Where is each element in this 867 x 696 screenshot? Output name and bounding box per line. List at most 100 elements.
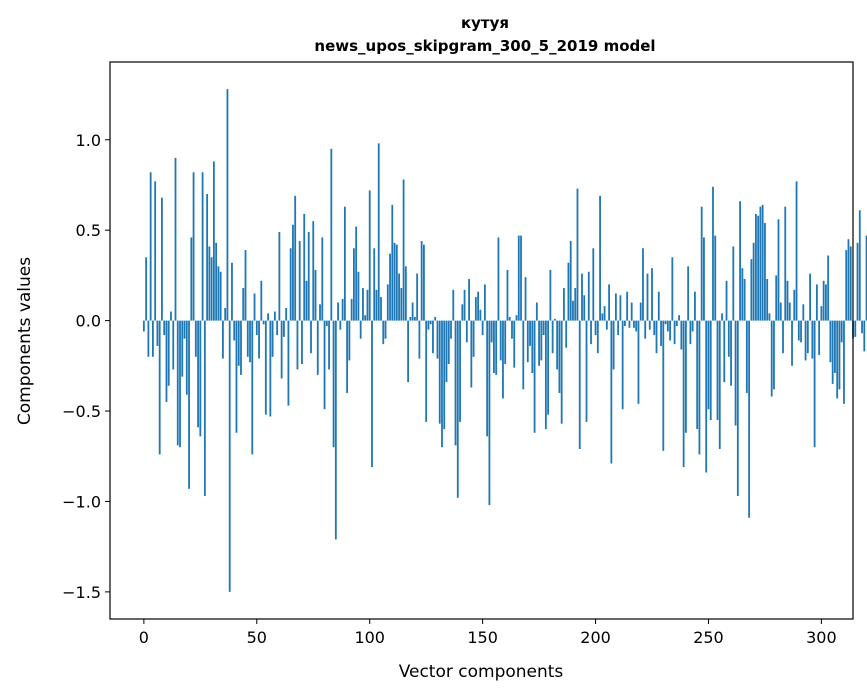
bar-138 [454, 320, 457, 446]
y-tick-label-5: 1.0 [76, 131, 101, 150]
bar-181 [551, 320, 554, 354]
bar-84 [332, 320, 335, 448]
bar-27 [203, 320, 206, 497]
x-tick-label-300: 300 [806, 628, 837, 647]
bar-243 [691, 320, 694, 332]
bar-236 [675, 320, 678, 327]
bar-279 [773, 320, 775, 390]
bar-101 [371, 320, 373, 468]
bar-28 [206, 194, 209, 321]
bar-157 [497, 237, 500, 321]
x-tick-label-50: 50 [247, 628, 267, 647]
bar-141 [461, 304, 464, 321]
bar-31 [212, 161, 215, 321]
bar-158 [499, 320, 502, 361]
bar-87 [339, 320, 342, 330]
bar-58 [273, 311, 276, 321]
bar-250 [707, 320, 710, 410]
bar-3 [149, 172, 152, 321]
bar-215 [628, 320, 631, 328]
bar-272 [757, 215, 760, 321]
bar-235 [673, 320, 676, 345]
bar-168 [522, 320, 525, 390]
bar-55 [267, 313, 269, 321]
bar-13 [172, 320, 175, 370]
bar-288 [793, 289, 796, 321]
bar-4 [152, 320, 154, 357]
bar-24 [197, 320, 199, 428]
bar-75 [312, 221, 315, 321]
bar-309 [840, 320, 843, 343]
bar-68 [296, 320, 299, 370]
bar-199 [592, 248, 595, 321]
bar-308 [838, 320, 841, 390]
bar-126 [427, 320, 430, 330]
bar-204 [603, 306, 606, 321]
bar-316 [856, 242, 859, 321]
bar-301 [822, 280, 825, 321]
bar-83 [330, 148, 333, 321]
bar-167 [520, 235, 522, 321]
bar-39 [231, 262, 233, 321]
bar-304 [829, 320, 832, 363]
bar-295 [809, 273, 811, 321]
bar-191 [574, 288, 577, 321]
bar-268 [748, 320, 751, 518]
bar-40 [233, 320, 236, 341]
bar-10 [165, 320, 168, 402]
bar-306 [834, 320, 836, 374]
bar-110 [391, 204, 394, 321]
bar-121 [416, 273, 419, 321]
bar-214 [626, 291, 629, 321]
plot-frame [109, 61, 854, 620]
bar-36 [224, 307, 227, 321]
bar-245 [696, 320, 699, 430]
bar-156 [495, 320, 498, 375]
bar-189 [569, 241, 572, 321]
bar-154 [490, 320, 493, 343]
bar-294 [806, 320, 809, 354]
bar-30 [210, 257, 213, 321]
bar-209 [614, 293, 617, 321]
bar-149 [479, 309, 482, 321]
bar-286 [788, 302, 791, 321]
bar-184 [558, 320, 561, 393]
bar-289 [795, 181, 798, 321]
bar-17 [181, 320, 184, 377]
bar-237 [678, 315, 681, 321]
bar-205 [605, 320, 608, 330]
bar-194 [581, 273, 583, 321]
bar-198 [590, 320, 592, 345]
bar-284 [784, 206, 787, 321]
bar-66 [292, 224, 294, 321]
bar-177 [542, 320, 545, 336]
bar-108 [386, 284, 389, 321]
bar-302 [825, 284, 827, 321]
bar-178 [544, 320, 547, 430]
bar-162 [508, 316, 511, 321]
bar-300 [820, 306, 823, 321]
bar-119 [411, 302, 414, 321]
bar-100 [368, 190, 371, 321]
bar-128 [432, 320, 434, 354]
bar-172 [531, 320, 534, 374]
bar-37 [226, 89, 229, 321]
bar-287 [791, 320, 793, 366]
bar-171 [529, 320, 531, 346]
bar-2 [147, 320, 150, 357]
bar-212 [621, 320, 624, 410]
bar-23 [194, 320, 197, 357]
bar-227 [655, 320, 658, 354]
bar-200 [594, 320, 597, 336]
bar-222 [644, 320, 647, 339]
bar-305 [831, 320, 834, 384]
bar-120 [413, 316, 416, 321]
bar-90 [346, 320, 349, 393]
bar-124 [423, 244, 425, 321]
bar-135 [447, 320, 450, 365]
bar-62 [282, 320, 285, 337]
bar-94 [355, 226, 358, 321]
y-axis-ticks: −1.5 −1.0 −0.5 0.0 0.5 1.0 [62, 131, 110, 602]
bar-282 [779, 302, 782, 321]
bar-244 [694, 291, 696, 321]
